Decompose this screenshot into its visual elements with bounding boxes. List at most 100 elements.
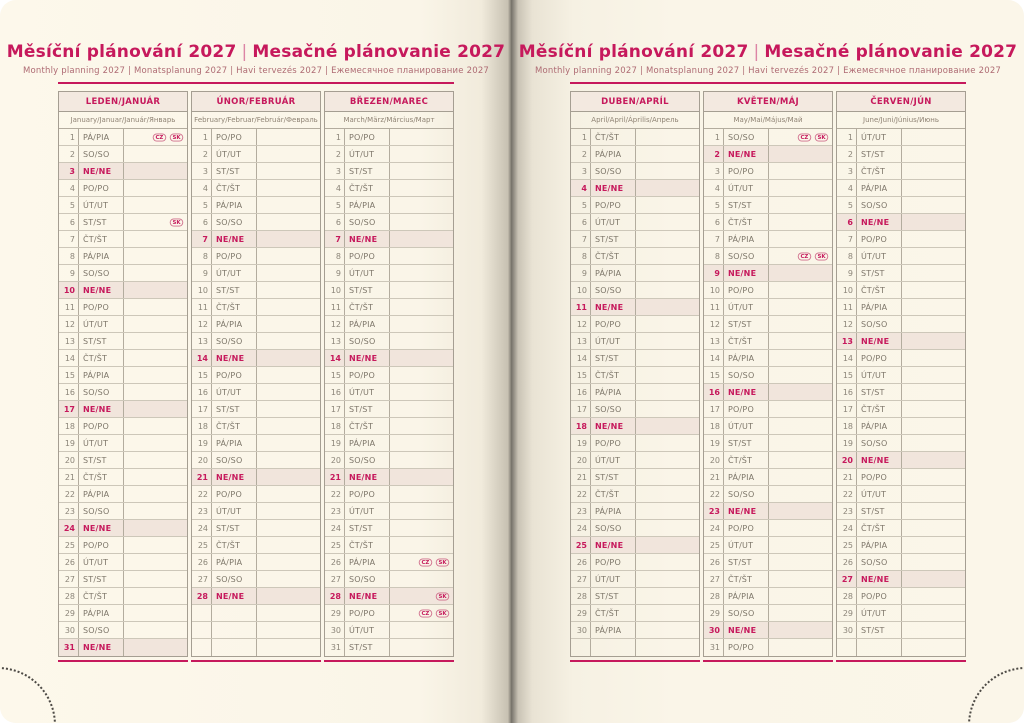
day-number-cell (192, 605, 212, 621)
day-number-cell: 8 (571, 248, 591, 264)
weekday-cell: ST/ST (724, 316, 769, 332)
notes-cell (390, 384, 453, 400)
page-title-slovak: Mesačné plánovanie 2027 (764, 42, 1018, 62)
day-row: 27 SO/SO (192, 571, 320, 588)
day-row: 3 ČT/ŠT (837, 163, 965, 180)
day-number-cell: 15 (571, 367, 591, 383)
page-right: Měsíční plánování 2027 | Mesačné plánovani… (512, 0, 1024, 723)
day-row: 21 ST/ST (571, 469, 699, 486)
notes-cell (636, 435, 699, 451)
notes-cell (124, 248, 187, 264)
weekday-cell: SO/SO (724, 605, 769, 621)
day-number-cell: 7 (192, 231, 212, 247)
day-number-cell: 8 (325, 248, 345, 264)
blank-row (192, 605, 320, 622)
day-number-cell: 25 (59, 537, 79, 553)
notes-cell (902, 401, 965, 417)
title-rule (58, 82, 454, 84)
weekday-cell: ÚT/UT (345, 384, 390, 400)
day-number-cell: 24 (704, 520, 724, 536)
day-number-cell: 5 (325, 197, 345, 213)
day-number-cell: 3 (571, 163, 591, 179)
weekday-cell: PÁ/PIA (212, 554, 257, 570)
notes-cell (390, 146, 453, 162)
day-row: 17 SO/SO (571, 401, 699, 418)
day-row: 10 NE/NE (59, 282, 187, 299)
notes-cell (902, 435, 965, 451)
day-number-cell: 2 (59, 146, 79, 162)
day-row: 6 ÚT/UT (571, 214, 699, 231)
notes-cell (390, 333, 453, 349)
weekday-cell: ST/ST (79, 333, 124, 349)
day-row: 22 ÚT/UT (837, 486, 965, 503)
day-number-cell: 22 (837, 486, 857, 502)
day-row: 10 PO/PO (704, 282, 832, 299)
notes-cell (124, 469, 187, 485)
day-row: 16 SO/SO (59, 384, 187, 401)
day-number-cell: 1 (704, 129, 724, 145)
day-row: 23 ÚT/UT (192, 503, 320, 520)
day-number-cell: 13 (704, 333, 724, 349)
day-row: 30 ST/ST (837, 622, 965, 639)
day-row: 8 PO/PO (192, 248, 320, 265)
month-header: KVĚTEN/MÁJ (704, 92, 832, 112)
day-row: 4 PO/PO (59, 180, 187, 197)
weekday-cell: SO/SO (857, 316, 902, 332)
day-number-cell: 4 (59, 180, 79, 196)
notes-cell (636, 503, 699, 519)
day-row: 16 NE/NE (704, 384, 832, 401)
day-number-cell: 30 (325, 622, 345, 638)
notes-cell (636, 197, 699, 213)
day-row: 9 PÁ/PIA (571, 265, 699, 282)
day-number-cell: 7 (837, 231, 857, 247)
day-number-cell: 20 (837, 452, 857, 468)
notes-cell (390, 639, 453, 656)
day-number-cell: 20 (192, 452, 212, 468)
notes-cell (124, 350, 187, 366)
notes-cell (902, 333, 965, 349)
day-number-cell: 17 (192, 401, 212, 417)
page-title: Měsíční plánování 2027 | Mesačné plánovani… (519, 42, 1017, 62)
day-row: 30 NE/NE (704, 622, 832, 639)
notes-cell (769, 299, 832, 315)
day-number-cell: 28 (59, 588, 79, 604)
day-row: 19 PÁ/PIA (325, 435, 453, 452)
day-row: 29 ÚT/UT (837, 605, 965, 622)
weekday-cell: ST/ST (79, 452, 124, 468)
day-row: 9 SO/SO (59, 265, 187, 282)
day-number-cell: 28 (325, 588, 345, 604)
notes-cell (390, 282, 453, 298)
day-number-cell: 23 (704, 503, 724, 519)
month-block: LEDEN/JANUÁR January/Januar/Január/Январь… (58, 91, 188, 662)
day-row: 13 SO/SO (325, 333, 453, 350)
day-row: 26 SO/SO (837, 554, 965, 571)
weekday-cell: SO/SO (79, 622, 124, 638)
weekday-cell: NE/NE (212, 231, 257, 247)
day-row: 29 PO/PO CZ SK (325, 605, 453, 622)
month-block: DUBEN/APRÍL April/April/Április/Апрель 1 ČT… (570, 91, 700, 662)
notes-cell (257, 316, 320, 332)
day-row: 15 ČT/ŠT (571, 367, 699, 384)
weekday-cell (591, 639, 636, 656)
day-row: 1 ČT/ŠT (571, 129, 699, 146)
notes-cell (769, 571, 832, 587)
weekday-cell: PO/PO (724, 639, 769, 656)
weekday-cell (212, 605, 257, 621)
day-row: 22 SO/SO (704, 486, 832, 503)
notes-cell (769, 384, 832, 400)
notes-cell (124, 588, 187, 604)
notes-cell (124, 180, 187, 196)
notes-cell (257, 384, 320, 400)
month-table: KVĚTEN/MÁJ May/Mai/Május/Май 1 SO/SO CZ SK 2 NE… (703, 91, 833, 657)
notes-cell (390, 248, 453, 264)
notes-cell (390, 350, 453, 366)
day-number-cell: 15 (325, 367, 345, 383)
month-table: ÚNOR/FEBRUÁR February/Februar/Február/Фев… (191, 91, 321, 657)
day-row: 20 NE/NE (837, 452, 965, 469)
day-number-cell: 10 (704, 282, 724, 298)
day-number-cell: 17 (325, 401, 345, 417)
page-title: Měsíční plánování 2027 | Mesačné plánovani… (7, 42, 505, 62)
notes-cell (390, 503, 453, 519)
day-row: 25 ÚT/UT (704, 537, 832, 554)
notes-cell (257, 452, 320, 468)
